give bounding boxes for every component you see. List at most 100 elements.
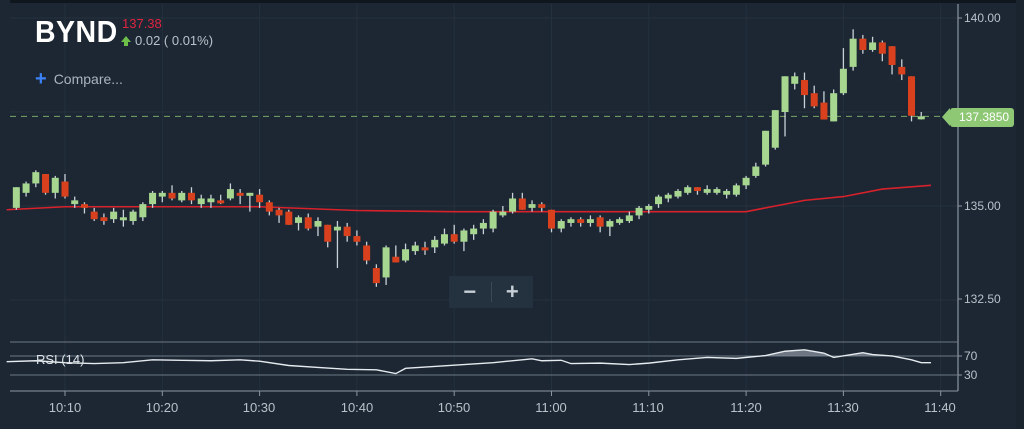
candle-down bbox=[80, 204, 88, 208]
rsi-overbought-fill bbox=[6, 349, 931, 356]
candle-up bbox=[32, 172, 40, 184]
candle-up bbox=[139, 204, 147, 218]
time-label: 11:00 bbox=[535, 400, 567, 415]
price-change: 0.02 ( 0.01%) bbox=[121, 33, 213, 48]
candle-up bbox=[149, 192, 157, 205]
candle-down bbox=[265, 202, 273, 212]
candle-up bbox=[12, 187, 20, 208]
candle-up bbox=[440, 234, 448, 244]
candle-down bbox=[42, 174, 50, 193]
candle-down bbox=[898, 66, 906, 75]
compare-label: Compare... bbox=[53, 71, 123, 87]
candle-up bbox=[655, 196, 663, 205]
candle-down bbox=[800, 80, 808, 96]
candle-up bbox=[295, 217, 303, 223]
candle-up bbox=[625, 215, 633, 222]
candle-up bbox=[849, 38, 857, 67]
candle-up bbox=[528, 204, 536, 208]
candle-down bbox=[187, 192, 195, 201]
candle-up bbox=[470, 228, 478, 235]
candle-down bbox=[372, 268, 380, 284]
zoom-in-button[interactable]: + bbox=[505, 279, 519, 304]
candle-up bbox=[781, 76, 789, 112]
candle-down bbox=[353, 236, 361, 242]
candle-down bbox=[392, 256, 400, 263]
candle-up bbox=[22, 183, 30, 193]
candle-down bbox=[888, 46, 896, 65]
candle-up bbox=[71, 200, 79, 205]
candle-up bbox=[314, 221, 322, 227]
top-border bbox=[10, 0, 1020, 3]
candle-up bbox=[635, 207, 643, 216]
candle-up bbox=[119, 217, 127, 221]
candle-up bbox=[616, 219, 624, 223]
y-axis-label: 140.00 bbox=[964, 11, 1001, 25]
candle-up bbox=[382, 247, 390, 278]
candle-down bbox=[363, 245, 371, 261]
candle-up bbox=[839, 68, 847, 94]
candle-up bbox=[723, 190, 731, 195]
candle-up bbox=[110, 211, 118, 220]
candle-up bbox=[606, 221, 614, 227]
candle-up bbox=[197, 198, 205, 205]
candle-up bbox=[762, 130, 770, 165]
candle-down bbox=[820, 102, 828, 120]
candle-up bbox=[178, 192, 186, 201]
candle-down bbox=[421, 247, 429, 251]
candle-down bbox=[324, 224, 332, 242]
candle-down bbox=[693, 187, 701, 191]
up-arrow-icon bbox=[121, 35, 131, 46]
rsi-level-70: 70 bbox=[964, 349, 978, 363]
candle-up bbox=[645, 206, 653, 210]
candle-up bbox=[703, 189, 711, 193]
candle-up bbox=[226, 189, 234, 199]
time-label: 10:10 bbox=[48, 400, 82, 415]
moving-average-line bbox=[6, 184, 932, 213]
time-label: 10:20 bbox=[145, 400, 179, 415]
candle-up bbox=[402, 249, 410, 261]
zoom-out-button[interactable]: − bbox=[463, 279, 477, 304]
time-label: 10:50 bbox=[437, 400, 471, 415]
candle-up bbox=[752, 166, 760, 176]
candle-down bbox=[275, 209, 283, 216]
y-axis-label: 135.00 bbox=[964, 199, 1001, 213]
candle-down bbox=[343, 226, 351, 237]
candle-down bbox=[450, 234, 458, 242]
candle-up bbox=[557, 221, 565, 229]
candle-up bbox=[830, 93, 838, 122]
price-change-value: 0.02 ( 0.01%) bbox=[135, 33, 214, 48]
candle-up bbox=[246, 192, 254, 196]
candle-up bbox=[664, 194, 672, 199]
candle-up bbox=[129, 211, 137, 222]
candle-up bbox=[742, 177, 750, 186]
candle-up bbox=[869, 42, 877, 50]
candle-down bbox=[577, 219, 585, 223]
candle-up bbox=[431, 239, 439, 248]
rsi-label: RSI (14) bbox=[36, 352, 85, 367]
current-price: 137.38 bbox=[122, 16, 162, 31]
candle-up bbox=[509, 198, 517, 212]
candle-up bbox=[917, 116, 925, 120]
compare-button[interactable]: + Compare... bbox=[35, 68, 123, 90]
candle-up bbox=[411, 245, 419, 252]
rsi-level-30: 30 bbox=[964, 368, 978, 382]
candle-down bbox=[168, 192, 176, 199]
candle-down bbox=[217, 200, 225, 204]
candle-up bbox=[333, 226, 341, 231]
time-label: 11:20 bbox=[730, 400, 762, 415]
candle-down bbox=[90, 211, 98, 220]
right-edge bbox=[1016, 0, 1024, 429]
time-label: 11:10 bbox=[632, 400, 664, 415]
candle-down bbox=[518, 198, 526, 210]
y-axis-label: 132.50 bbox=[964, 292, 1001, 306]
candle-down bbox=[100, 217, 108, 222]
ticker-symbol: BYND bbox=[35, 14, 118, 49]
candle-up bbox=[771, 110, 779, 148]
plus-icon: + bbox=[35, 68, 47, 90]
time-label: 11:40 bbox=[924, 400, 956, 415]
candle-down bbox=[236, 192, 244, 196]
candle-down bbox=[548, 209, 555, 229]
time-label: 10:40 bbox=[340, 400, 374, 415]
